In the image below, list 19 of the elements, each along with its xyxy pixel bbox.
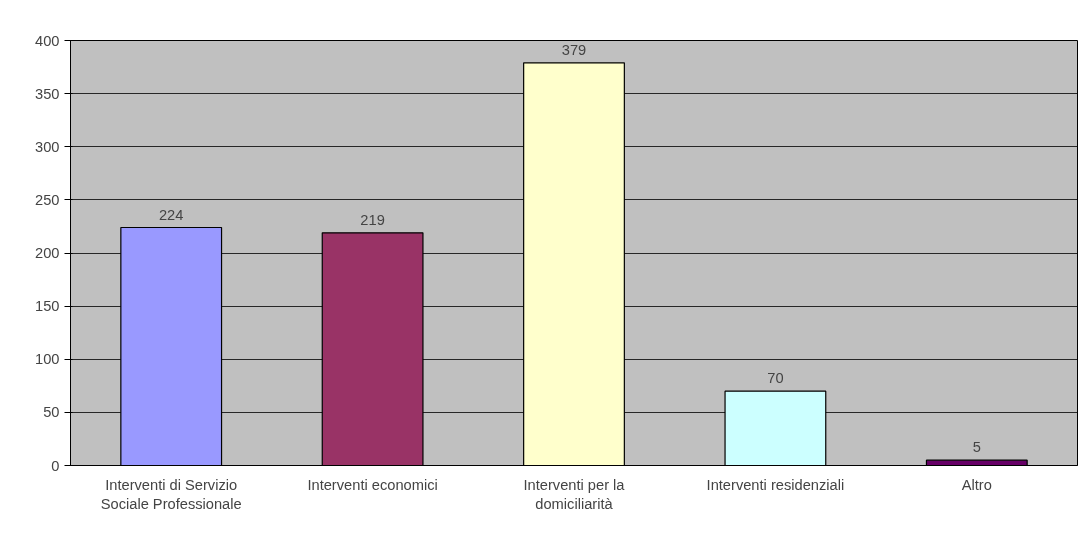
y-tick-label: 300 xyxy=(35,138,60,155)
x-tick-label: Interventi economici xyxy=(307,476,438,493)
y-tick-label: 150 xyxy=(35,298,60,315)
y-tick-label: 0 xyxy=(51,457,60,474)
y-tick-label: 100 xyxy=(35,351,60,368)
data-label: 379 xyxy=(561,41,587,58)
x-tick-label: Interventi per la domiciliarità xyxy=(523,476,626,512)
y-tick-label: 250 xyxy=(35,191,60,208)
data-label: 219 xyxy=(360,211,385,228)
y-tick-label: 50 xyxy=(43,404,60,421)
data-label: 5 xyxy=(972,439,981,456)
x-tick-label: Altro xyxy=(961,476,992,493)
data-label: 70 xyxy=(767,370,784,387)
y-tick-label: 200 xyxy=(35,245,60,261)
data-label: 224 xyxy=(158,206,184,223)
x-tick-label: Interventi di Servizio Sociale Professionale xyxy=(100,476,242,512)
y-tick-label: 350 xyxy=(35,85,60,102)
x-tick-label: Interventi residenziali xyxy=(706,476,845,493)
y-tick-label: 400 xyxy=(35,32,60,49)
